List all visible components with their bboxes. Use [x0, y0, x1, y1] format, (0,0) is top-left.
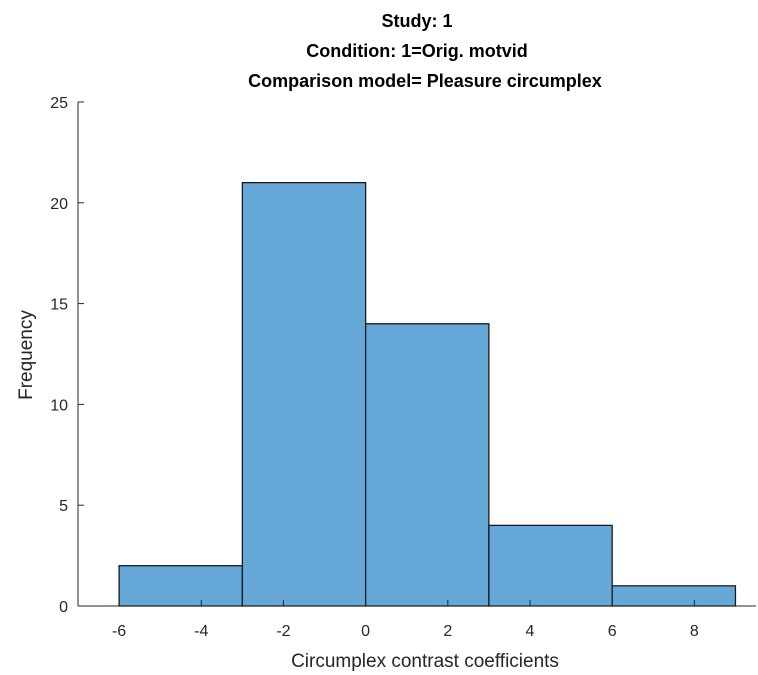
y-tick-label: 20 — [50, 196, 68, 213]
histogram-bar — [364, 323, 490, 607]
y-axis-ticks: 0 5 10 15 20 25 — [50, 95, 84, 616]
histogram-bar — [118, 565, 244, 607]
x-tick-label: 2 — [443, 623, 452, 640]
x-tick-label: 8 — [690, 623, 699, 640]
title-line-1: Study: 1 — [381, 11, 452, 31]
y-tick-label: 5 — [59, 498, 68, 515]
y-axis-label: Frequency — [16, 310, 37, 400]
x-tick-label: 0 — [361, 623, 370, 640]
y-tick-label: 0 — [59, 599, 68, 616]
x-axis-label: Circumplex contrast coefficients — [291, 651, 559, 672]
y-tick-label: 25 — [50, 95, 68, 112]
plot-axes — [77, 102, 756, 607]
histogram-bar — [611, 585, 737, 607]
histogram-bar — [488, 524, 613, 607]
y-tick-label: 10 — [50, 397, 68, 414]
y-tick-label: 15 — [50, 297, 68, 314]
x-tick-label: -2 — [276, 623, 290, 640]
x-axis-ticks: -6 -4 -2 0 2 4 6 8 — [112, 600, 699, 640]
x-tick-label: -4 — [194, 623, 208, 640]
x-tick-label: -6 — [112, 623, 126, 640]
chart-title: Study: 1 Condition: 1=Orig. motvid Compa… — [248, 11, 602, 91]
title-line-3: Comparison model= Pleasure circumplex — [248, 71, 602, 91]
x-tick-label: 6 — [608, 623, 617, 640]
x-tick-label: 4 — [526, 623, 535, 640]
title-line-2: Condition: 1=Orig. motvid — [306, 41, 528, 61]
histogram-bar — [241, 181, 367, 607]
histogram-bars — [118, 181, 737, 607]
